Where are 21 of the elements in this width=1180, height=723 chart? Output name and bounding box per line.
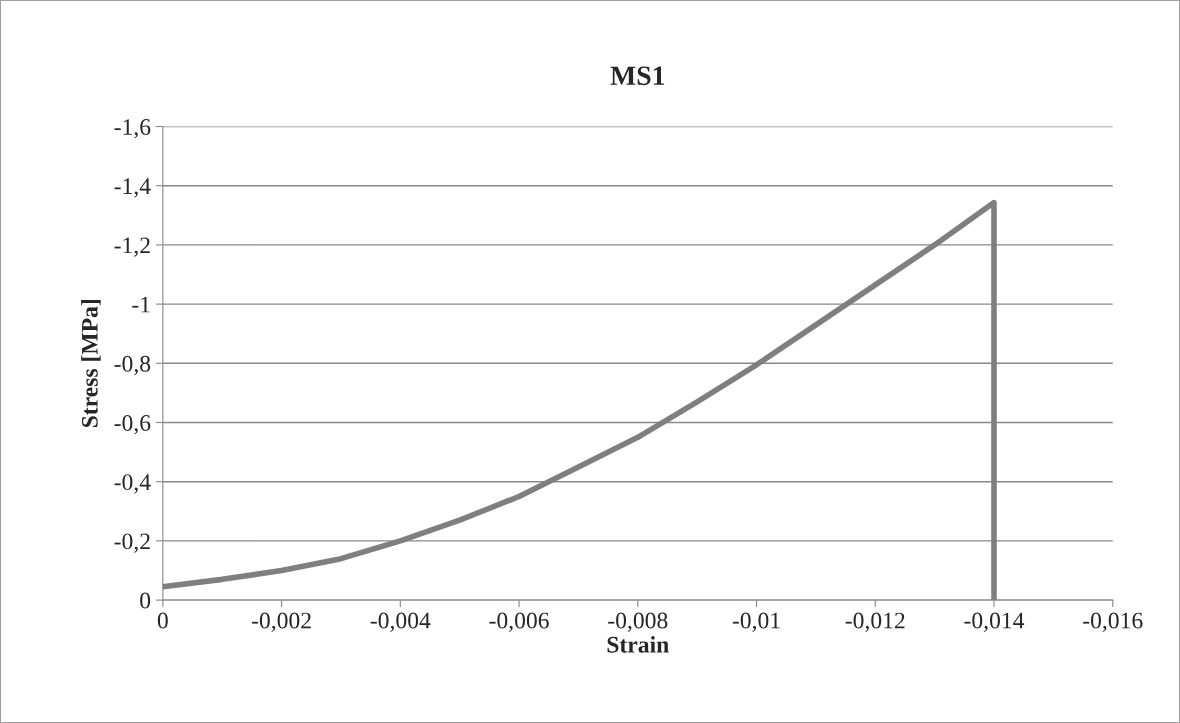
y-tick-label: -0,8: [114, 355, 151, 376]
y-axis-title: Stress [MPa]: [81, 300, 101, 428]
x-tick-label: -0,01: [732, 612, 780, 632]
y-tick-label: -1,4: [114, 178, 151, 198]
y-tick-label: -1: [132, 296, 150, 313]
y-tick-label: -0,6: [114, 414, 151, 435]
y-tick-label: -1,2: [114, 237, 150, 257]
x-tick-label: -0,004: [370, 612, 431, 632]
y-tick-label: 0: [140, 592, 151, 609]
x-tick-label: -0,014: [964, 612, 1025, 632]
y-tick-label: -1,6: [114, 119, 151, 139]
x-tick-label: -0,002: [251, 612, 311, 632]
x-tick-label: -0,008: [608, 612, 668, 632]
y-tick-label: -0,4: [114, 474, 151, 494]
chart-title: MS1: [610, 66, 665, 86]
x-tick-label: -0,016: [1083, 612, 1143, 632]
x-tick-label: -0,006: [489, 612, 549, 632]
x-axis-title: Strain: [607, 636, 669, 653]
x-tick-label: 0: [157, 612, 168, 629]
x-tick-label: -0,012: [845, 612, 905, 632]
y-tick-label: -0,2: [114, 533, 150, 553]
